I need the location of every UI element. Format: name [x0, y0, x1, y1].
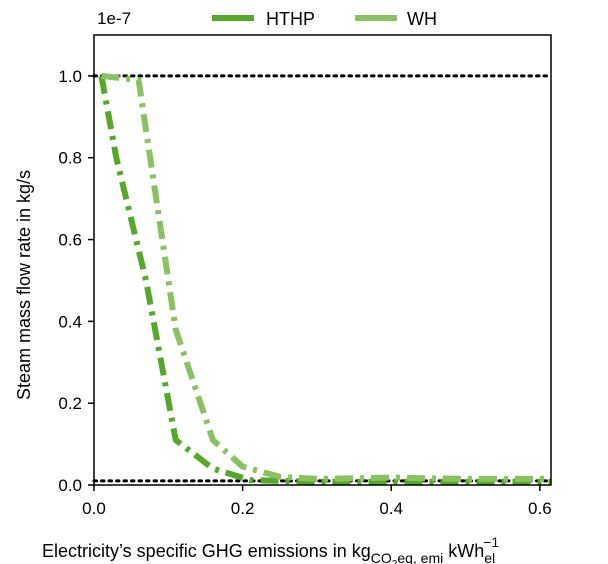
x-axis-label-sub-co2: CO — [371, 550, 392, 564]
y-tick-label-0: 0.0 — [58, 476, 82, 495]
x-axis-label-unit-sup: −1 — [483, 534, 499, 550]
x-axis-label-unit: kWh — [443, 541, 484, 561]
plot-area — [92, 72, 553, 485]
y-tick-label-4: 0.8 — [58, 149, 82, 168]
legend-label-hthp: HTHP — [266, 9, 315, 29]
x-tick-label-2: 0.4 — [379, 499, 403, 518]
y-tick-label-3: 0.6 — [58, 231, 82, 250]
y-tick-label-1: 0.2 — [58, 394, 82, 413]
y-axis-label: Steam mass flow rate in kg/s — [14, 170, 34, 400]
y-tick-label-2: 0.4 — [58, 312, 82, 331]
x-axis-label-sub-rest: eq, emi — [397, 550, 443, 564]
legend: HTHP WH — [212, 9, 437, 29]
x-axis-label: Electricity’s specific GHG emissions in … — [42, 534, 499, 564]
series-line-hthp — [98, 75, 551, 485]
x-tick-label-1: 0.2 — [231, 499, 255, 518]
x-axis-label-sub-two: 2 — [392, 559, 398, 564]
x-axis-label-main: Electricity’s specific GHG emissions in … — [42, 541, 371, 561]
x-tick-label-0: 0.0 — [82, 499, 106, 518]
axes: 0.0 0.2 0.4 0.6 0.0 0.2 0.4 0.6 0.8 1.0 — [58, 34, 552, 518]
legend-label-wh: WH — [407, 9, 437, 29]
y-offset-label: 1e-7 — [97, 9, 131, 28]
axes-frame — [93, 34, 552, 486]
x-tick-label-3: 0.6 — [528, 499, 552, 518]
y-tick-label-5: 1.0 — [58, 67, 82, 86]
x-axis-label-unit-sub: el — [484, 550, 495, 564]
